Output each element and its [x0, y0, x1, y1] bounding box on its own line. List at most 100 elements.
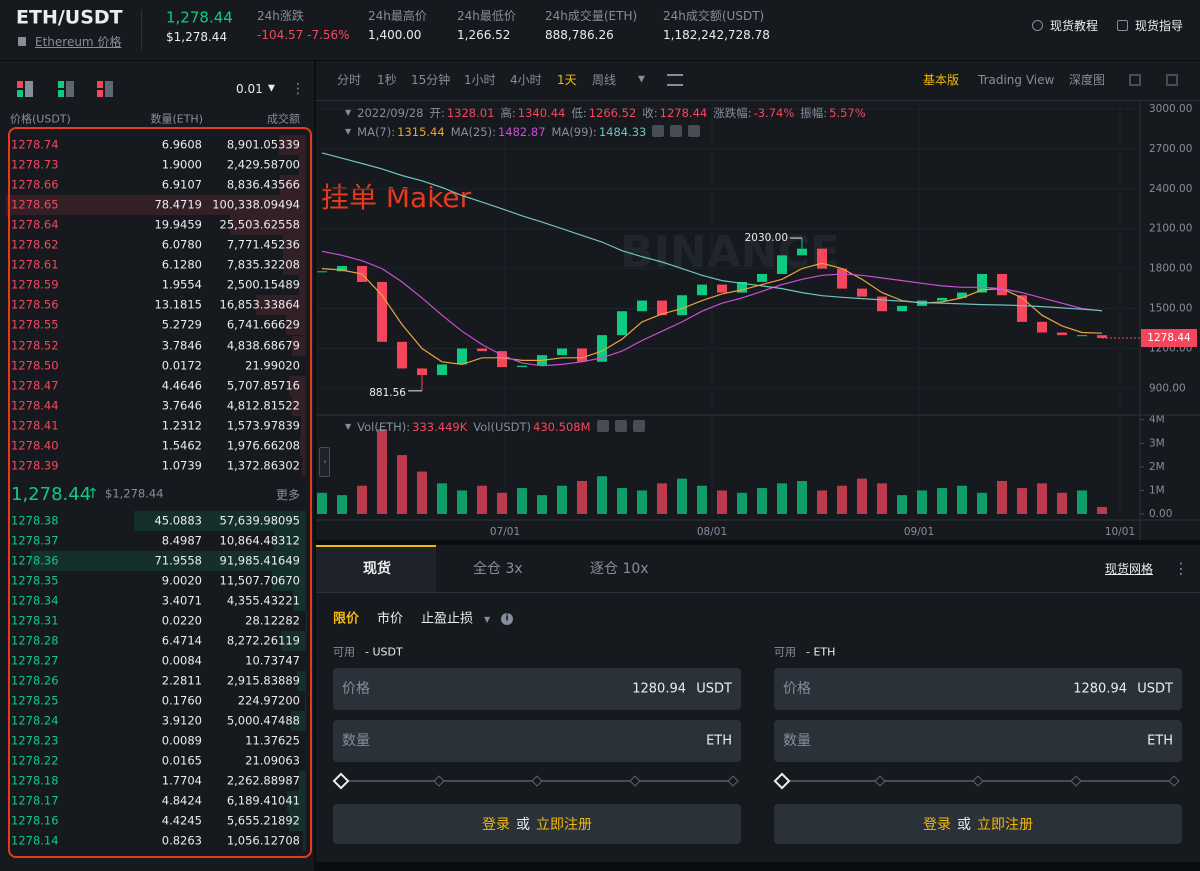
book-total: 1,976.66208 [226, 438, 300, 452]
depth-bar [298, 155, 306, 176]
book-amount: 1.9000 [161, 157, 202, 172]
interval[interactable]: 4小时 [510, 73, 542, 87]
mid-arrow: ↑ [87, 486, 99, 502]
interval[interactable]: 周线 [592, 73, 617, 87]
book-amount: 6.9107 [161, 177, 202, 192]
volume-bar [677, 478, 687, 514]
quantity-input[interactable] [774, 720, 1182, 762]
pair-subtitle[interactable]: Ethereum 价格 [35, 35, 122, 49]
candle [317, 271, 327, 273]
chart-view[interactable]: Trading View [978, 73, 1055, 87]
order-type[interactable]: 市价 [377, 611, 404, 627]
icon-part [17, 81, 23, 88]
order-type[interactable]: 限价 [333, 611, 360, 627]
y-tick-label: 1500.00 [1149, 303, 1192, 315]
order-type-caret[interactable]: ▼ [484, 615, 491, 624]
header-link[interactable]: 现货教程 [1050, 19, 1099, 33]
interval[interactable]: 分时 [337, 73, 362, 87]
book-view-toggle[interactable] [97, 81, 113, 97]
book-total: 21.99020 [245, 357, 300, 372]
book-amount: 1.9554 [161, 277, 202, 292]
book-amount: 5.2729 [161, 317, 202, 332]
interval[interactable]: 1秒 [377, 73, 397, 87]
price-input[interactable] [774, 668, 1182, 710]
info-icon[interactable]: i [501, 613, 513, 625]
volume-bar [1037, 483, 1047, 514]
quantity-input[interactable] [333, 720, 741, 762]
trade-tab[interactable]: 现货 [363, 561, 391, 577]
book-total: 21.09063 [245, 753, 300, 768]
book-view-toggle[interactable] [17, 81, 33, 97]
depth-bar [271, 571, 306, 591]
depth-bar [301, 455, 306, 476]
collapse-toggle[interactable]: › [319, 447, 330, 477]
eye-icon[interactable] [596, 420, 609, 432]
candle [797, 248, 807, 256]
candle [877, 296, 887, 312]
interval[interactable]: 1小时 [464, 73, 496, 87]
register-link[interactable]: 立即注册 [536, 817, 592, 833]
book-amount: 0.0089 [161, 733, 202, 748]
precision[interactable]: 0.01 [236, 82, 263, 96]
book-amount: 6.4714 [161, 633, 202, 648]
volume-bar [697, 485, 707, 514]
interval[interactable]: 15分钟 [411, 73, 451, 87]
book-price: 1278.52 [11, 337, 59, 352]
candle [497, 351, 507, 368]
layout-icon[interactable] [1166, 74, 1178, 86]
book-price: 1278.25 [11, 693, 59, 708]
book-price: 1278.61 [11, 257, 59, 272]
vol-tick-label: 3M [1149, 437, 1165, 449]
login-link[interactable]: 登录 [923, 817, 951, 833]
depth-bar [287, 791, 306, 811]
gear-icon[interactable] [614, 420, 627, 432]
volume-bar [877, 483, 887, 514]
grid-link[interactable]: 现货网格 [1104, 562, 1153, 576]
col-header: 数量(ETH) [150, 112, 203, 126]
order-type[interactable]: 止盈止损 [421, 611, 474, 627]
eye-icon[interactable] [652, 125, 665, 137]
chart-view[interactable]: 深度图 [1069, 73, 1106, 87]
book-total: 8,836.43566 [226, 177, 300, 192]
stat-label: 24h最低价 [457, 9, 516, 23]
trade-tab[interactable]: 逐仓 10x [590, 561, 649, 577]
book-price: 1278.26 [11, 673, 59, 688]
ma-value: 1482.87 [497, 125, 546, 139]
settings-icon[interactable] [667, 74, 683, 86]
trade-tab[interactable]: 全仓 3x [473, 561, 523, 577]
interval[interactable]: 1天 [557, 73, 577, 87]
more-link[interactable]: 更多 [275, 488, 300, 502]
interval-caret[interactable]: ▼ [638, 74, 645, 85]
col-header: 成交额 [267, 112, 300, 126]
stat-value: 1,266.52 [457, 28, 511, 42]
close-icon[interactable] [632, 420, 645, 432]
close-icon[interactable] [688, 125, 701, 137]
login-button[interactable]: 登录或立即注册 [774, 804, 1182, 844]
login-link[interactable]: 登录 [482, 817, 510, 833]
candle [717, 284, 727, 293]
more-menu[interactable]: ⋮ [291, 81, 305, 97]
header-link[interactable]: 现货指导 [1135, 19, 1184, 33]
available-label: 可用 [774, 645, 796, 659]
book-total: 11.37625 [245, 733, 300, 748]
info-value: 1340.44 [517, 106, 566, 120]
gear-icon[interactable] [670, 125, 683, 137]
depth-bar [279, 135, 306, 155]
volume-bar [557, 485, 567, 514]
expand-icon[interactable] [1129, 74, 1141, 86]
chart-view[interactable]: 基本版 [923, 73, 960, 87]
book-view-toggle[interactable] [58, 81, 74, 97]
book-price: 1278.47 [11, 377, 59, 392]
trade-menu[interactable]: ⋮ [1173, 559, 1189, 578]
price-label: 价格 [342, 681, 370, 697]
ma-line [321, 250, 1103, 367]
vol-tick-label: 0.00 [1149, 508, 1172, 520]
price-input[interactable] [333, 668, 741, 710]
info-line: ▼ Vol(ETH): 333.449K Vol(USDT) 430.508M [345, 420, 645, 434]
book-total: 4,812.81522 [226, 397, 300, 412]
register-link[interactable]: 立即注册 [977, 817, 1033, 833]
book-total: 1,056.12708 [226, 833, 300, 848]
collapse-arrow: › [323, 457, 327, 466]
login-button[interactable]: 登录或立即注册 [333, 804, 741, 844]
